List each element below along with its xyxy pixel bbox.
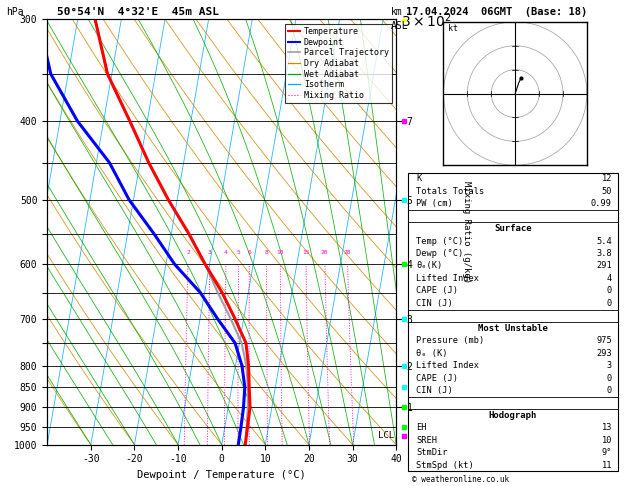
Text: Surface: Surface [494, 224, 532, 233]
Text: 28: 28 [343, 250, 351, 255]
Text: θₑ (K): θₑ (K) [416, 348, 447, 358]
Text: StmSpd (kt): StmSpd (kt) [416, 461, 474, 469]
Text: 0: 0 [607, 374, 612, 382]
Text: 975: 975 [596, 336, 612, 345]
Text: Totals Totals: Totals Totals [416, 187, 484, 196]
Text: 3: 3 [208, 250, 212, 255]
Text: 4: 4 [607, 274, 612, 283]
Text: 3: 3 [607, 361, 612, 370]
Text: 2: 2 [186, 250, 190, 255]
Text: SREH: SREH [416, 436, 437, 445]
Text: Lifted Index: Lifted Index [416, 361, 479, 370]
X-axis label: Dewpoint / Temperature (°C): Dewpoint / Temperature (°C) [137, 470, 306, 480]
Text: 17.04.2024  06GMT  (Base: 18): 17.04.2024 06GMT (Base: 18) [406, 7, 587, 17]
Text: Pressure (mb): Pressure (mb) [416, 336, 484, 345]
Text: 6: 6 [248, 250, 252, 255]
Text: 12: 12 [601, 174, 612, 183]
Text: K: K [416, 174, 421, 183]
Text: 5.4: 5.4 [596, 237, 612, 245]
Legend: Temperature, Dewpoint, Parcel Trajectory, Dry Adiabat, Wet Adiabat, Isotherm, Mi: Temperature, Dewpoint, Parcel Trajectory… [284, 24, 392, 103]
Text: 0: 0 [607, 299, 612, 308]
Text: CAPE (J): CAPE (J) [416, 286, 458, 295]
Text: 8: 8 [265, 250, 269, 255]
Text: 11: 11 [601, 461, 612, 469]
Text: LCL: LCL [378, 431, 394, 440]
Text: Temp (°C): Temp (°C) [416, 237, 464, 245]
Text: Dewp (°C): Dewp (°C) [416, 249, 464, 258]
Y-axis label: Mixing Ratio (g/kg): Mixing Ratio (g/kg) [462, 181, 471, 283]
Text: θₑ(K): θₑ(K) [416, 261, 442, 270]
Text: 4: 4 [224, 250, 228, 255]
Text: CAPE (J): CAPE (J) [416, 374, 458, 382]
Text: hPa: hPa [6, 7, 24, 17]
Text: 5: 5 [237, 250, 241, 255]
Text: Most Unstable: Most Unstable [478, 324, 548, 333]
Text: 3.8: 3.8 [596, 249, 612, 258]
Text: 50: 50 [601, 187, 612, 196]
Text: Hodograph: Hodograph [489, 411, 537, 420]
Text: 50°54'N  4°32'E  45m ASL: 50°54'N 4°32'E 45m ASL [57, 7, 219, 17]
Text: 0.99: 0.99 [591, 199, 612, 208]
Text: 15: 15 [302, 250, 309, 255]
Text: km: km [391, 7, 403, 17]
Text: 20: 20 [321, 250, 328, 255]
Text: PW (cm): PW (cm) [416, 199, 453, 208]
Text: © weatheronline.co.uk: © weatheronline.co.uk [412, 475, 509, 484]
Text: 0: 0 [607, 386, 612, 395]
Text: 291: 291 [596, 261, 612, 270]
Text: 293: 293 [596, 348, 612, 358]
Text: 10: 10 [277, 250, 284, 255]
Text: CIN (J): CIN (J) [416, 299, 453, 308]
Text: StmDir: StmDir [416, 448, 447, 457]
Text: EH: EH [416, 423, 426, 433]
Text: 10: 10 [601, 436, 612, 445]
Text: 9°: 9° [601, 448, 612, 457]
Text: 0: 0 [607, 286, 612, 295]
Text: 13: 13 [601, 423, 612, 433]
Text: kt: kt [448, 24, 459, 34]
Text: ASL: ASL [391, 21, 409, 31]
Text: Lifted Index: Lifted Index [416, 274, 479, 283]
Text: CIN (J): CIN (J) [416, 386, 453, 395]
